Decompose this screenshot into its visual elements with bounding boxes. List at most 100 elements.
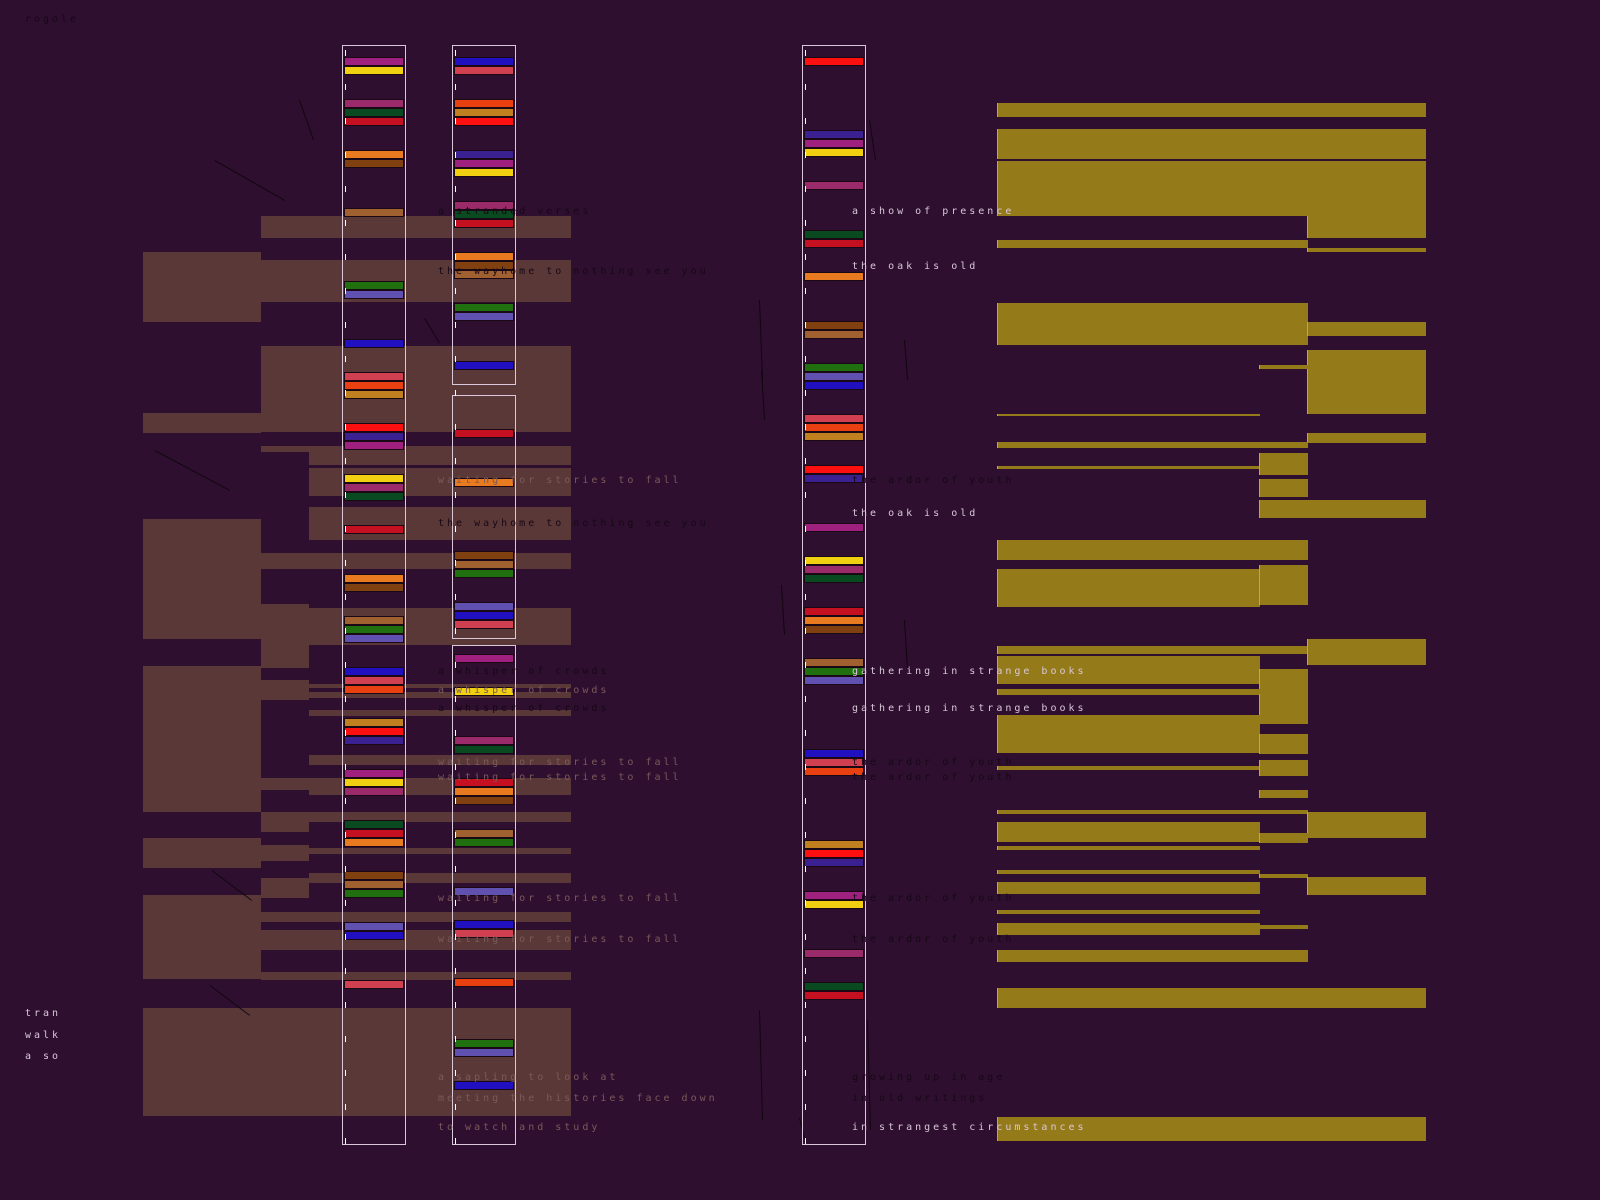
column-frame xyxy=(452,395,516,639)
color-stripe xyxy=(805,131,863,138)
tick-mark xyxy=(345,492,346,498)
tick-mark xyxy=(345,526,346,532)
color-stripe xyxy=(805,240,863,247)
brown-block xyxy=(309,710,571,716)
color-stripe xyxy=(345,872,403,879)
color-stripe xyxy=(805,149,863,156)
tick-mark xyxy=(345,254,346,260)
tick-mark xyxy=(345,968,346,974)
tick-mark xyxy=(345,832,346,838)
gold-block xyxy=(1307,639,1426,665)
tick-mark xyxy=(345,288,346,294)
color-stripe xyxy=(345,151,403,158)
brown-block xyxy=(309,452,571,465)
tick-mark xyxy=(805,696,806,702)
gold-block xyxy=(997,910,1260,914)
tick-mark xyxy=(455,696,456,702)
tick-mark xyxy=(455,118,456,124)
color-stripe xyxy=(805,364,863,371)
gold-block xyxy=(997,414,1260,416)
tick-mark xyxy=(345,662,346,668)
tick-mark xyxy=(345,560,346,566)
color-stripe xyxy=(805,608,863,615)
column-frame xyxy=(452,45,516,385)
gold-block xyxy=(1307,433,1426,443)
gold-block xyxy=(1259,365,1308,369)
color-stripe xyxy=(345,821,403,828)
poem-line-right: in strangest circumstances xyxy=(852,1122,1087,1133)
color-stripe xyxy=(345,493,403,500)
color-stripe xyxy=(455,612,513,619)
gold-block xyxy=(1259,833,1308,843)
gold-block xyxy=(997,303,1308,345)
color-stripe xyxy=(455,561,513,568)
color-stripe xyxy=(345,67,403,74)
gold-block xyxy=(1259,453,1308,475)
color-stripe xyxy=(455,67,513,74)
color-stripe xyxy=(805,557,863,564)
color-stripe xyxy=(345,160,403,167)
gold-block xyxy=(997,689,1308,695)
tick-mark xyxy=(805,186,806,192)
color-stripe xyxy=(345,686,403,693)
color-stripe xyxy=(345,923,403,930)
tick-mark xyxy=(805,934,806,940)
tick-mark xyxy=(455,1002,456,1008)
tick-mark xyxy=(805,662,806,668)
color-stripe xyxy=(345,981,403,988)
tick-mark xyxy=(345,764,346,770)
poem-line-right: a show of presence xyxy=(852,206,1015,217)
tick-mark xyxy=(805,832,806,838)
color-stripe xyxy=(455,362,513,369)
poem-line-left: the wayhome to nothing see you xyxy=(438,518,709,529)
tick-mark xyxy=(455,866,456,872)
color-stripe xyxy=(455,788,513,795)
brown-block xyxy=(261,912,571,922)
color-stripe xyxy=(805,992,863,999)
tick-mark xyxy=(345,152,346,158)
color-stripe xyxy=(345,575,403,582)
color-stripe xyxy=(455,220,513,227)
tick-mark xyxy=(805,220,806,226)
color-stripe xyxy=(455,262,513,269)
poem-line-left: a whisper of crowds xyxy=(438,703,610,714)
poem-line-right: gathering in strange books xyxy=(852,666,1087,677)
tick-mark xyxy=(455,220,456,226)
tick-mark xyxy=(455,968,456,974)
gold-block xyxy=(997,240,1308,248)
color-stripe xyxy=(805,475,863,482)
brown-block xyxy=(261,845,309,861)
poem-line-right: the ardor of youth xyxy=(852,475,1015,486)
poem-line-right: the oak is old xyxy=(852,261,979,272)
color-stripe xyxy=(345,830,403,837)
tick-mark xyxy=(805,50,806,56)
brown-block xyxy=(261,604,309,668)
color-stripe xyxy=(345,839,403,846)
tick-mark xyxy=(805,118,806,124)
color-stripe xyxy=(805,331,863,338)
tick-mark xyxy=(455,390,456,396)
tick-mark xyxy=(345,458,346,464)
tick-mark xyxy=(805,764,806,770)
tick-mark xyxy=(455,1070,456,1076)
color-stripe xyxy=(345,382,403,389)
gold-block xyxy=(997,810,1308,814)
color-stripe xyxy=(455,552,513,559)
tick-mark xyxy=(455,934,456,940)
color-stripe xyxy=(455,313,513,320)
color-stripe xyxy=(345,788,403,795)
color-stripe xyxy=(805,382,863,389)
color-stripe xyxy=(805,850,863,857)
color-stripe xyxy=(455,253,513,260)
color-stripe xyxy=(805,892,863,899)
tick-mark xyxy=(455,594,456,600)
color-stripe xyxy=(455,746,513,753)
gold-block xyxy=(997,1117,1426,1141)
gold-block xyxy=(997,988,1426,1008)
color-stripe xyxy=(345,424,403,431)
color-stripe xyxy=(455,797,513,804)
color-stripe xyxy=(345,728,403,735)
tick-mark xyxy=(455,356,456,362)
color-stripe xyxy=(805,466,863,473)
brown-block xyxy=(143,413,261,433)
